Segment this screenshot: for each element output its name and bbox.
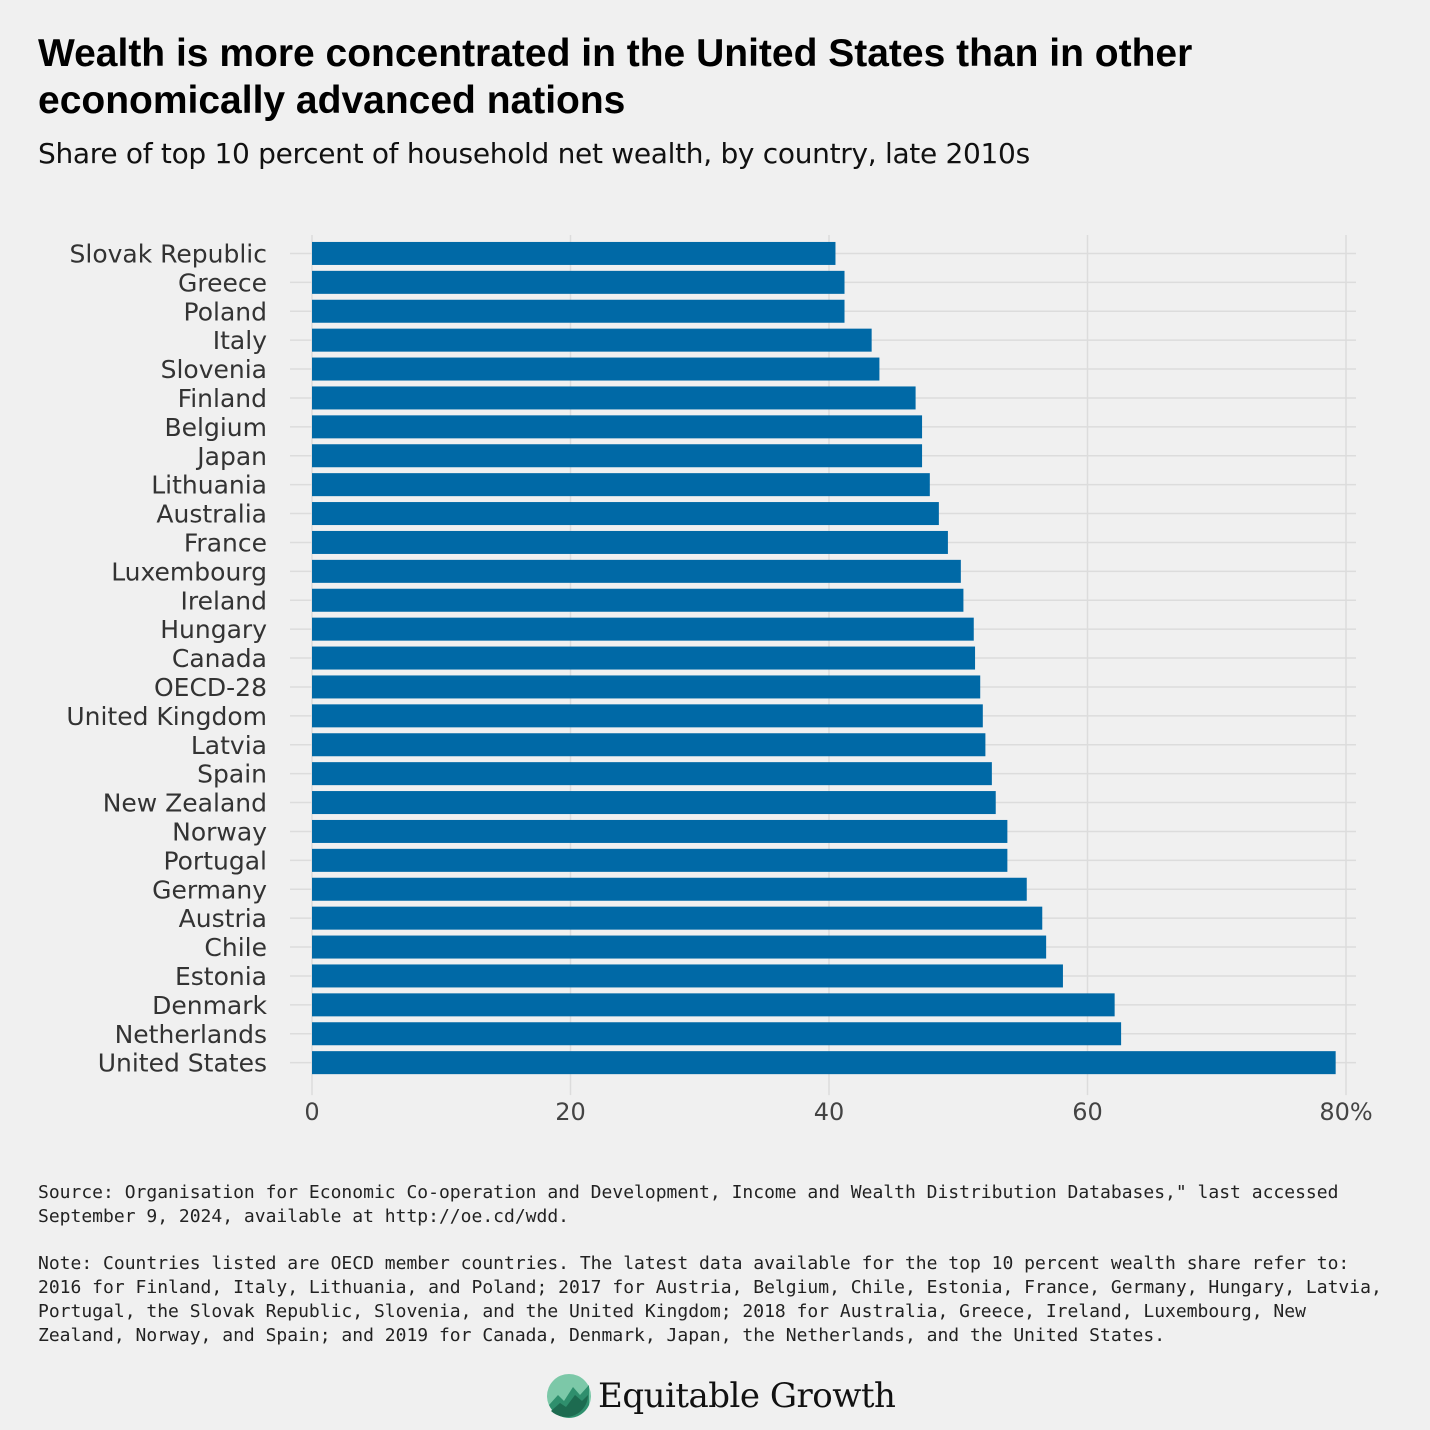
bar xyxy=(312,733,986,757)
bar xyxy=(312,935,1047,959)
bar xyxy=(312,819,1008,843)
category-label: Japan xyxy=(195,442,267,471)
bar xyxy=(312,646,976,670)
bar xyxy=(312,906,1043,930)
category-label: United Kingdom xyxy=(66,702,267,731)
bar xyxy=(312,530,948,554)
category-label: Norway xyxy=(172,817,267,846)
category-label: Hungary xyxy=(160,615,267,644)
category-label: Finland xyxy=(178,384,267,413)
x-tick-label: 40 xyxy=(814,1098,845,1126)
category-label: Chile xyxy=(204,933,267,962)
x-axis: 0 20 40 60 80% xyxy=(304,1098,1372,1126)
bar xyxy=(312,675,981,699)
bar xyxy=(312,559,961,583)
bar xyxy=(312,848,1008,872)
category-label: Portugal xyxy=(163,846,267,875)
bar xyxy=(312,791,996,815)
bar xyxy=(312,993,1115,1017)
category-label: Belgium xyxy=(165,413,268,442)
bar xyxy=(312,386,916,410)
category-label: Estonia xyxy=(175,962,267,991)
x-tick-label: 20 xyxy=(555,1098,586,1126)
bar xyxy=(312,415,923,439)
x-tick-label: 60 xyxy=(1072,1098,1103,1126)
footnote: Note: Countries listed are OECD member c… xyxy=(38,1253,1382,1346)
bar xyxy=(312,617,974,641)
source-note: Source: Organisation for Economic Co-ope… xyxy=(38,1182,1339,1227)
logo-text: Equitable Growth xyxy=(598,1376,896,1416)
category-label: Poland xyxy=(184,297,267,326)
bar xyxy=(312,328,872,352)
bar xyxy=(312,357,880,381)
category-label: Netherlands xyxy=(115,1020,267,1049)
category-label: Latvia xyxy=(191,731,267,760)
x-tick-label: 0 xyxy=(304,1098,319,1126)
bar xyxy=(312,1022,1122,1046)
bars xyxy=(312,241,1336,1075)
bar xyxy=(312,762,992,786)
category-label: Ireland xyxy=(181,586,267,615)
category-label: Canada xyxy=(172,644,267,673)
category-label: Greece xyxy=(178,268,267,297)
bar-chart: Slovak RepublicGreecePolandItalySlovenia… xyxy=(66,235,1373,1126)
bar xyxy=(312,1051,1336,1075)
category-label: Italy xyxy=(213,326,267,355)
category-labels: Slovak RepublicGreecePolandItalySlovenia… xyxy=(66,239,267,1077)
category-label: Luxembourg xyxy=(111,557,267,586)
category-label: Denmark xyxy=(152,991,267,1020)
category-label: Australia xyxy=(156,500,267,529)
equitable-growth-logo-icon xyxy=(547,1374,591,1418)
bar xyxy=(312,444,923,468)
bar xyxy=(312,588,964,612)
category-label: OECD-28 xyxy=(154,673,267,702)
category-label: Germany xyxy=(152,875,267,904)
bar xyxy=(312,270,845,294)
bar xyxy=(312,299,845,323)
chart-subtitle: Share of top 10 percent of household net… xyxy=(38,137,1030,170)
category-label: France xyxy=(184,528,267,557)
category-label: Slovenia xyxy=(161,355,267,384)
category-label: Spain xyxy=(197,760,267,789)
category-label: United States xyxy=(98,1049,267,1078)
bar xyxy=(312,964,1063,988)
chart-title: Wealth is more concentrated in the Unite… xyxy=(38,32,1193,122)
category-label: Austria xyxy=(179,904,267,933)
equitable-growth-logo: Equitable Growth xyxy=(546,1371,896,1421)
bar xyxy=(312,704,983,728)
bar xyxy=(312,877,1027,901)
category-label: New Zealand xyxy=(103,789,267,818)
bar xyxy=(312,502,939,526)
category-label: Lithuania xyxy=(151,471,267,500)
category-label: Slovak Republic xyxy=(70,239,268,268)
bar xyxy=(312,473,930,497)
bar xyxy=(312,241,836,265)
x-tick-label: 80% xyxy=(1319,1098,1372,1126)
